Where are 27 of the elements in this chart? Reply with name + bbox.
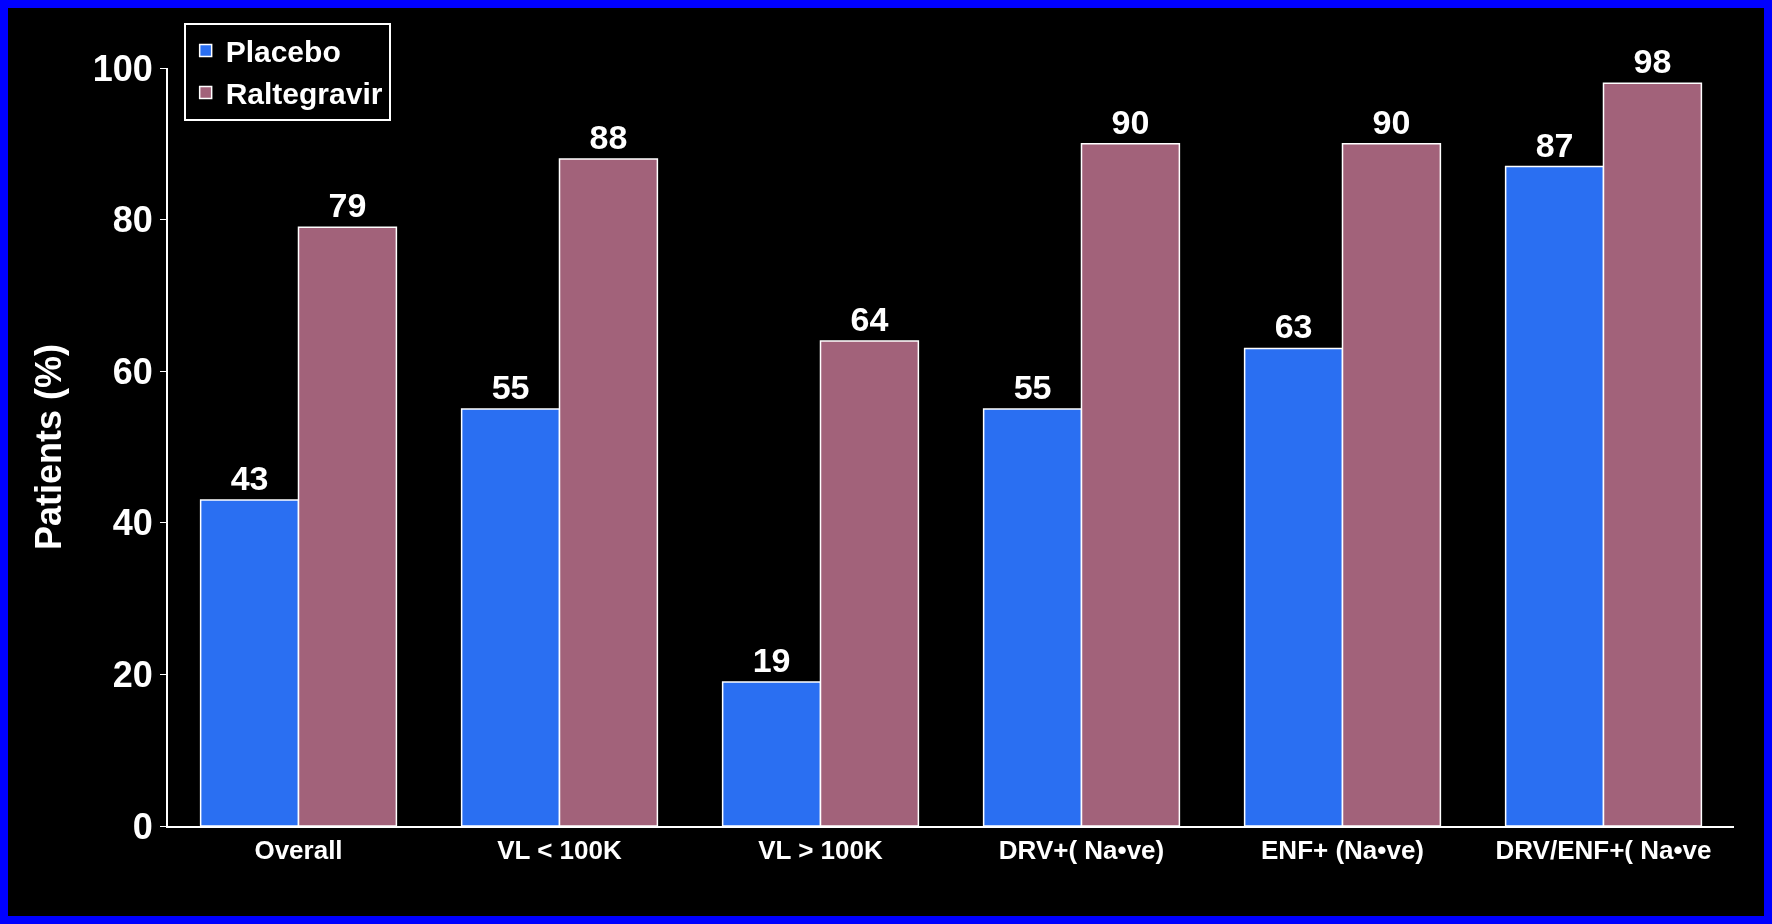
data-label: 79 <box>328 186 367 225</box>
data-label: 55 <box>491 368 530 407</box>
data-label: 87 <box>1535 125 1574 164</box>
legend-label: Raltegravir <box>225 77 383 111</box>
data-label: 55 <box>1013 368 1052 407</box>
x-tick-label: ENF+ (Na•ve) <box>1261 835 1424 866</box>
y-tick-label: 60 <box>112 350 153 392</box>
data-label: 88 <box>589 117 628 156</box>
data-label: 90 <box>1111 102 1150 141</box>
x-tick-label: DRV/ENF+( Na•ve <box>1495 835 1712 866</box>
y-axis-title: Patients (%) <box>28 343 70 551</box>
y-tick-label: 0 <box>132 805 153 847</box>
data-label: 98 <box>1633 42 1672 81</box>
data-label: 64 <box>850 299 889 338</box>
x-tick-label: VL > 100K <box>758 835 883 866</box>
x-tick-label: VL < 100K <box>497 835 622 866</box>
data-label: 63 <box>1274 307 1313 346</box>
y-tick-label: 80 <box>112 199 153 241</box>
x-tick-label: DRV+( Na•ve) <box>998 835 1165 866</box>
legend-label: Placebo <box>225 35 341 69</box>
data-label: 19 <box>752 640 791 679</box>
data-label: 43 <box>230 459 269 498</box>
y-tick-label: 40 <box>112 502 153 544</box>
x-tick-label: Overall <box>254 835 343 866</box>
y-tick-label: 100 <box>92 47 153 89</box>
data-label: 90 <box>1372 102 1411 141</box>
y-tick-label: 20 <box>112 654 153 695</box>
